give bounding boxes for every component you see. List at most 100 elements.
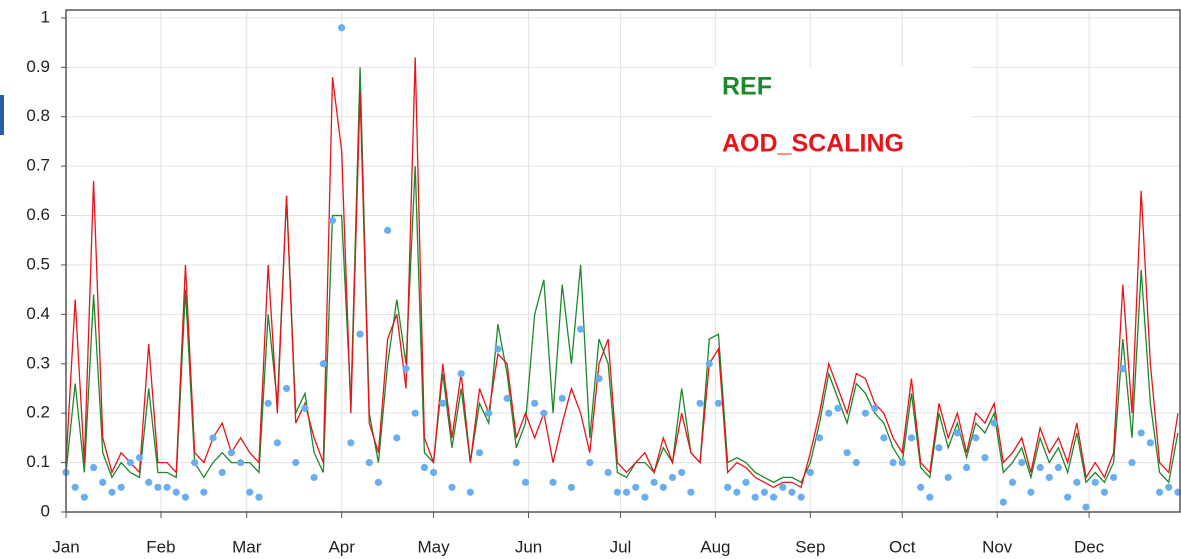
scatter-point xyxy=(705,360,713,368)
scatter-point xyxy=(310,473,318,482)
scatter-point xyxy=(384,226,392,234)
legend-box xyxy=(713,66,971,166)
scatter-point xyxy=(641,493,649,501)
x-tick-label: Dec xyxy=(1074,537,1105,556)
y-tick-label: 0.4 xyxy=(26,304,50,323)
scatter-point xyxy=(1027,488,1035,496)
scatter-point xyxy=(1082,503,1090,511)
scatter-point xyxy=(788,488,796,496)
scatter-point xyxy=(668,473,677,482)
scatter-point xyxy=(1091,478,1099,486)
scatter-point xyxy=(696,399,704,407)
scatter-point xyxy=(494,345,502,353)
x-tick-label: Apr xyxy=(328,537,355,556)
side-marker xyxy=(0,95,4,135)
grid xyxy=(61,10,1181,518)
scatter-point xyxy=(540,409,548,417)
scatter-point xyxy=(622,488,631,496)
scatter-point xyxy=(475,449,484,457)
scatter-point xyxy=(1045,473,1053,482)
scatter-point xyxy=(439,399,447,407)
y-tick-label: 0.9 xyxy=(26,57,50,76)
scatter-point xyxy=(953,429,961,437)
scatter-point xyxy=(466,488,474,496)
scatter-point xyxy=(1137,429,1145,437)
scatter-point xyxy=(328,216,337,225)
scatter-point xyxy=(880,434,888,442)
scatter-point xyxy=(365,458,373,467)
scatter-point xyxy=(237,458,245,467)
scatter-point xyxy=(861,409,870,417)
scatter-point xyxy=(393,434,401,442)
scatter-point xyxy=(1008,478,1017,486)
x-tick-label: Jan xyxy=(52,537,79,556)
scatter-point xyxy=(751,493,759,501)
scatter-point xyxy=(411,409,419,417)
scatter-point xyxy=(218,468,226,477)
scatter-point xyxy=(632,483,640,491)
scatter-point xyxy=(834,404,842,412)
scatter-point xyxy=(825,409,833,417)
x-tick-label: Jul xyxy=(610,537,632,556)
scatter-point xyxy=(1064,493,1072,501)
scatter-point xyxy=(154,483,162,491)
scatter-point xyxy=(292,458,300,467)
scatter-point xyxy=(944,473,952,482)
scatter-point xyxy=(659,483,667,491)
scatter-point xyxy=(521,478,530,486)
series-line xyxy=(65,57,1179,489)
scatter-point xyxy=(852,458,860,467)
scatter-point xyxy=(595,374,603,383)
scatter-point xyxy=(457,370,465,378)
plot xyxy=(62,24,1181,511)
scatter-point xyxy=(163,483,171,491)
scatter-point xyxy=(815,434,824,442)
y-tick-label: 0.2 xyxy=(26,403,50,422)
scatter-point xyxy=(577,325,585,333)
scatter-point xyxy=(1036,463,1044,472)
scatter-point xyxy=(301,404,309,412)
scatter-point xyxy=(273,439,281,447)
scatter-point xyxy=(871,404,879,412)
scatter-point xyxy=(806,468,814,477)
scatter-point xyxy=(512,458,520,467)
scatter-point xyxy=(604,468,612,477)
scatter-point xyxy=(191,458,199,467)
scatter-point xyxy=(742,478,750,486)
scatter-point xyxy=(420,463,428,472)
scatter-point xyxy=(356,330,364,338)
scatter-point xyxy=(733,488,741,496)
x-tick-label: May xyxy=(418,537,451,556)
scatter-point xyxy=(126,458,134,467)
legend-label: AOD_SCALING xyxy=(722,130,904,158)
y-tick-label: 0.3 xyxy=(26,353,50,372)
scatter-point xyxy=(71,483,79,491)
y-tick-label: 0 xyxy=(41,501,50,520)
scatter-point xyxy=(889,458,897,467)
x-tick-label: Mar xyxy=(232,537,262,556)
scatter-point xyxy=(613,488,621,496)
scatter-point xyxy=(135,454,144,462)
legend-label: REF xyxy=(722,73,772,101)
scatter-point xyxy=(1100,488,1109,496)
scatter-point xyxy=(1128,458,1136,467)
scatter-point xyxy=(145,478,153,486)
x-tick-label: Nov xyxy=(982,537,1013,556)
plot-frame xyxy=(65,9,1181,513)
scatter-point xyxy=(1073,478,1081,486)
scatter-point xyxy=(374,478,383,486)
scatter-point xyxy=(503,394,511,402)
scatter-point xyxy=(429,468,438,477)
scatter-point xyxy=(347,439,355,447)
scatter-point xyxy=(558,394,566,402)
scatter-point xyxy=(485,409,493,417)
scatter-point xyxy=(1119,365,1127,373)
x-tick-label: Aug xyxy=(700,537,730,556)
y-tick-label: 1 xyxy=(41,7,50,26)
scatter-point xyxy=(926,493,934,501)
scatter-point xyxy=(1054,463,1063,472)
scatter-point xyxy=(999,498,1007,506)
scatter-point xyxy=(797,493,805,501)
scatter-point xyxy=(209,434,217,442)
scatter-point xyxy=(917,483,925,491)
